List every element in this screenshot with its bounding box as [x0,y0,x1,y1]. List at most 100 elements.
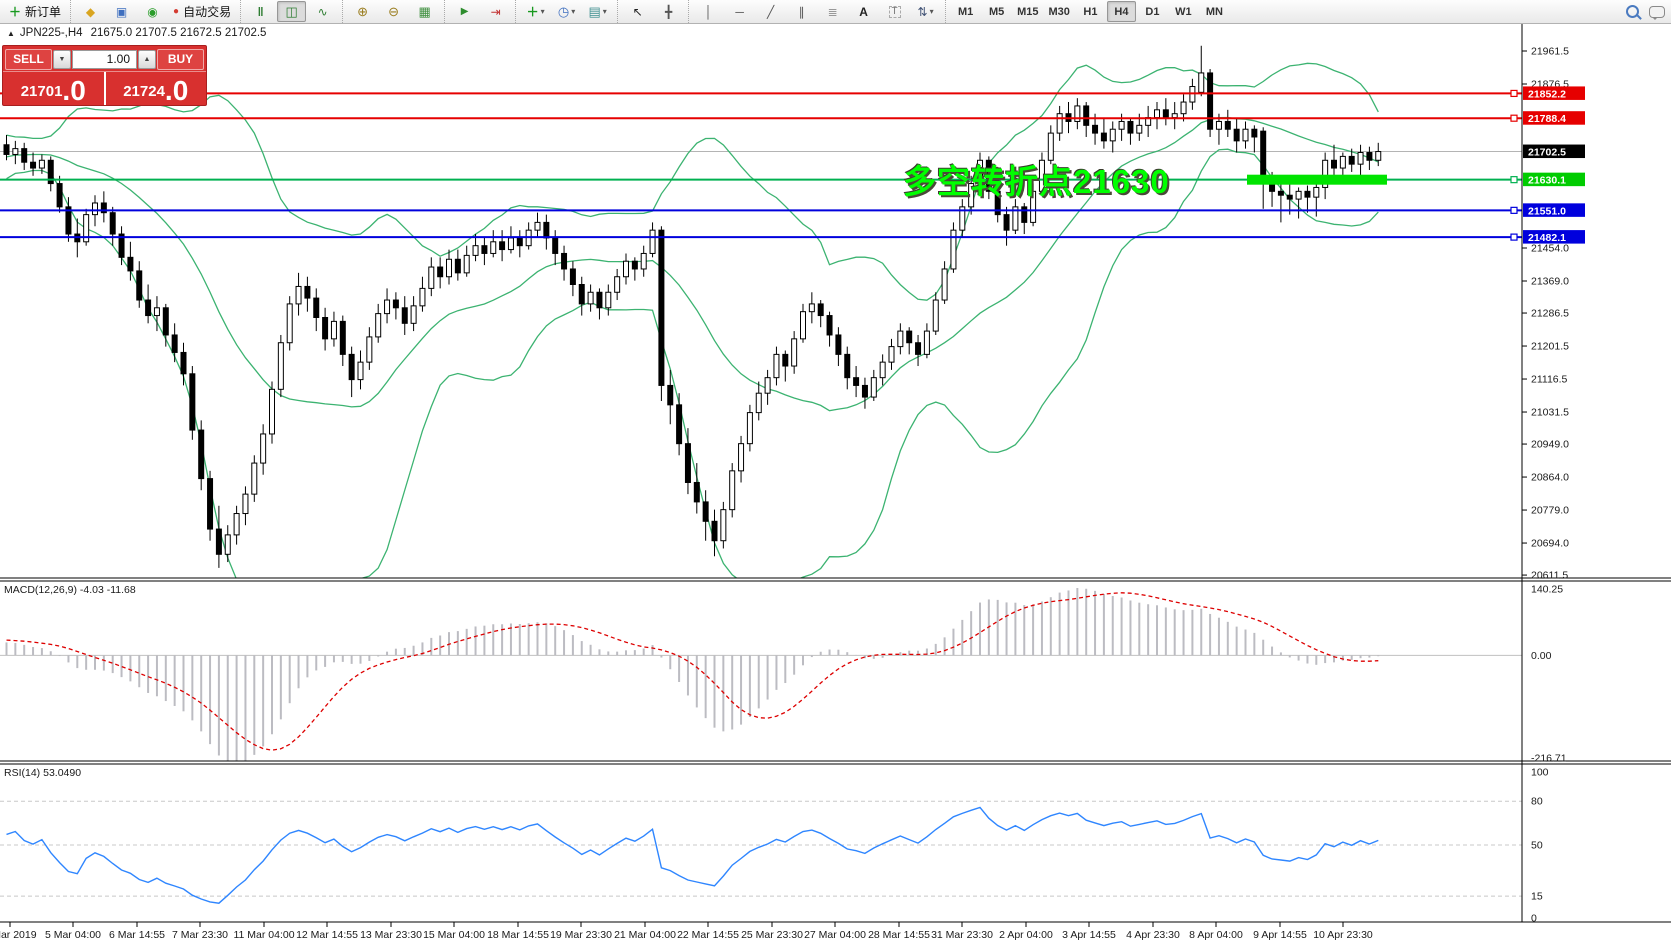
window-blue-icon: ▣ [115,4,128,19]
line-handle[interactable] [1510,233,1518,241]
toolbar-group-orders: ＋新订单 [0,0,70,23]
trend-segment[interactable] [1247,174,1387,185]
price-divider [103,72,106,105]
line-handle[interactable] [1510,89,1518,98]
timeframe-d1[interactable]: D1 [1145,5,1160,18]
new-order-label: 新订单 [25,5,62,19]
indicators-button[interactable]: ＋ ▾ [521,1,550,22]
zoom-out-button[interactable]: ⊖ [379,1,408,22]
timeframe-m30[interactable]: M30 [1048,5,1070,18]
buy-button[interactable]: BUY [157,48,204,70]
collapse-arrow-icon[interactable]: ▲ [7,29,15,38]
market-watch-button[interactable]: ◆ [76,1,105,22]
new-order-button[interactable]: ＋新订单 [5,1,65,22]
timeframe-h1[interactable]: H1 [1083,5,1098,18]
time-tick-label: 28 Mar 14:55 [868,929,930,941]
main-pane[interactable] [0,45,1522,606]
time-tick-label: 10 Apr 23:30 [1313,929,1373,941]
trendline-button[interactable]: ╱ [756,1,785,22]
price-badge [1523,230,1585,244]
line-handle[interactable] [1510,114,1518,122]
signals-button[interactable]: ◉ [138,1,167,22]
equidistant-channel-button[interactable]: ∥ [787,1,816,22]
auto-scroll-button[interactable]: ▶ [450,1,479,22]
text-button[interactable]: A [849,1,878,22]
chevron-down-icon[interactable]: ▾ [540,7,545,16]
main-toolbar: ＋新订单 ◆ ▣ ◉ ● 自动交易 ‖ ◫ ∿ ⊕ ⊖ ▦ ▶ ⇥ ＋ ▾ ◷ ▾ ▤ ▾ ↖ ╋ │ ─ ╱ ∥ ≣ A T ⇅ ▾ M1 M… [0,0,1671,24]
vline-icon: │ [704,4,713,19]
text-label-button[interactable]: T [880,1,909,22]
price-tick-label: 20864.0 [1531,472,1569,484]
time-tick-label: 5 Mar 04:00 [45,929,101,941]
timeframe-h4[interactable]: H4 [1106,1,1136,22]
crosshair-button[interactable]: ╋ [654,1,683,22]
chart-shift-button[interactable]: ⇥ [481,1,510,22]
volume-increase-button[interactable]: ▲ [138,49,156,69]
chart-plot[interactable]: 21961.521876.521454.021369.021286.521201… [0,24,1671,947]
candlestick-chart-button[interactable]: ◫ [277,1,307,22]
price-badge-label: 21852.2 [1528,88,1566,100]
time-tick-label: 25 Mar 23:30 [741,929,803,941]
horizontal-line-button[interactable]: ─ [725,1,754,22]
chat-icon[interactable] [1649,5,1665,20]
data-window-button[interactable]: ▣ [107,1,136,22]
arrows-button[interactable]: ⇅ ▾ [911,1,940,22]
price-badge [1523,172,1585,187]
chart-annotation[interactable]: 多空转折点21630 [903,163,1170,200]
price-tick-label: 21201.5 [1531,341,1569,353]
line-handle[interactable] [1510,206,1518,214]
toolbar-right [1626,0,1665,23]
price-tick-label: 21031.5 [1531,407,1569,419]
sell-price[interactable]: 21701.0 [3,72,104,105]
line-handle[interactable] [1510,176,1518,184]
price-axis[interactable]: 21961.521876.521454.021369.021286.521201… [0,24,1671,925]
fibonacci-button[interactable]: ≣ [818,1,847,22]
line-icon: ∿ [317,4,328,19]
time-tick-label: 4 Mar 2019 [0,929,37,941]
chevron-down-icon[interactable]: ▾ [571,7,576,16]
timeframe-m5[interactable]: M5 [988,5,1005,18]
text-a-icon: A [859,4,868,19]
chevron-down-icon[interactable]: ▾ [602,7,607,16]
shift-red-icon: ⇥ [490,4,501,19]
periods-button[interactable]: ◷ ▾ [552,1,581,22]
tile-windows-button[interactable]: ▦ [410,1,439,22]
one-click-trading-panel: SELL ▼ 1.00 ▲ BUY 21701.0 21724.0 [2,45,207,106]
volume-decrease-button[interactable]: ▼ [53,49,71,69]
volume-input[interactable]: 1.00 [72,49,137,69]
chevron-down-icon[interactable]: ▾ [929,7,934,16]
search-icon[interactable] [1626,5,1642,20]
rsi-pane[interactable] [0,800,1522,904]
time-axis[interactable]: 4 Mar 2019 5 Mar 04:00 6 Mar 14:55 7 Mar 23… [0,922,1373,941]
zoom-plus-icon: ⊕ [357,4,369,19]
grid-icon: ▦ [418,4,431,19]
buy-price[interactable]: 21724.0 [106,72,207,105]
bar-chart-button[interactable]: ‖ [246,1,275,22]
timeframe-mn[interactable]: MN [1205,5,1223,18]
channel-icon: ∥ [798,4,805,19]
line-chart-button[interactable]: ∿ [308,1,337,22]
time-tick-label: 27 Mar 04:00 [804,929,866,941]
timeframe-w1[interactable]: W1 [1175,5,1192,18]
price-tick-label: 21961.5 [1531,46,1569,58]
toolbar-group-chart-types: ‖ ◫ ∿ [240,0,342,23]
timeframe-m15[interactable]: M15 [1017,5,1039,18]
chart-title: ▲ JPN225-,H4 21675.0 21707.5 21672.5 21702… [7,27,266,39]
sell-button[interactable]: SELL [5,48,52,70]
rsi-name: RSI(14) [4,767,41,779]
timeframe-m1[interactable]: M1 [957,5,974,18]
time-tick-label: 3 Apr 14:55 [1062,929,1116,941]
macd-indicator-label: MACD(12,26,9) -4.03 -11.68 [4,584,136,596]
price-badge [1523,203,1585,217]
autotrading-label: 自动交易 [183,5,232,19]
price-tick-label: 21286.5 [1531,308,1569,320]
autotrading-button[interactable]: ● 自动交易 [169,1,235,22]
doc-plus-icon: ＋ [9,4,22,19]
vertical-line-button[interactable]: │ [694,1,723,22]
toolbar-group-objects: │ ─ ╱ ∥ ≣ A T ⇅ ▾ [688,0,945,23]
cursor-button[interactable]: ↖ [623,1,652,22]
zoom-in-button[interactable]: ⊕ [348,1,377,22]
toolbar-group-zoom: ⊕ ⊖ ▦ [342,0,444,23]
templates-button[interactable]: ▤ ▾ [583,1,612,22]
macd-pane[interactable] [0,588,1522,763]
